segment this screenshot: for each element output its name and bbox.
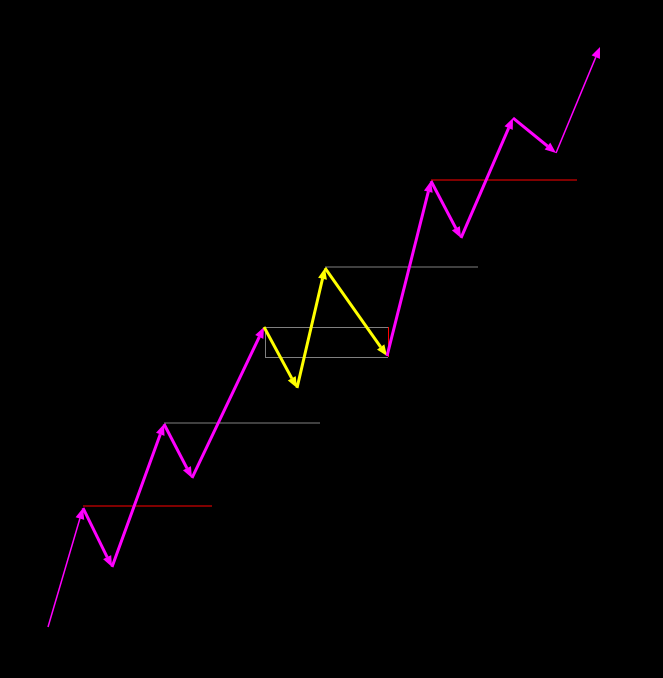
leg-13-arrowhead-icon bbox=[591, 47, 600, 59]
leg-1-shaft bbox=[47, 518, 81, 628]
leg-8-shaft bbox=[323, 267, 382, 348]
leg-11-arrowhead-icon bbox=[504, 118, 513, 130]
leg-5-shaft bbox=[190, 336, 261, 479]
leg-5-arrowhead-icon bbox=[255, 327, 264, 339]
leg-4-arrowhead-icon bbox=[182, 466, 192, 478]
leg-11-shaft bbox=[459, 127, 511, 239]
leg-7-arrowhead-icon bbox=[318, 268, 327, 280]
leg-3-arrowhead-icon bbox=[156, 424, 165, 436]
leg-10-arrowhead-icon bbox=[451, 226, 461, 238]
leg-9-arrowhead-icon bbox=[423, 181, 433, 193]
leg-8-arrowhead-icon bbox=[376, 344, 387, 356]
leg-7-shaft bbox=[295, 278, 324, 389]
leg-2-arrowhead-icon bbox=[103, 555, 112, 567]
leg-12-shaft bbox=[512, 116, 549, 148]
leg-10-shaft bbox=[429, 180, 458, 229]
leg-13-shaft bbox=[555, 56, 597, 154]
leg-2-shaft bbox=[81, 507, 109, 558]
leg-3-shaft bbox=[110, 433, 162, 568]
leg-4-shaft bbox=[162, 423, 189, 469]
leg-6-shaft bbox=[262, 326, 294, 380]
leg-9-shaft bbox=[385, 191, 430, 357]
leg-6-arrowhead-icon bbox=[287, 376, 297, 388]
leg-12-arrowhead-icon bbox=[544, 142, 556, 153]
leg-1-arrowhead-icon bbox=[75, 508, 85, 520]
